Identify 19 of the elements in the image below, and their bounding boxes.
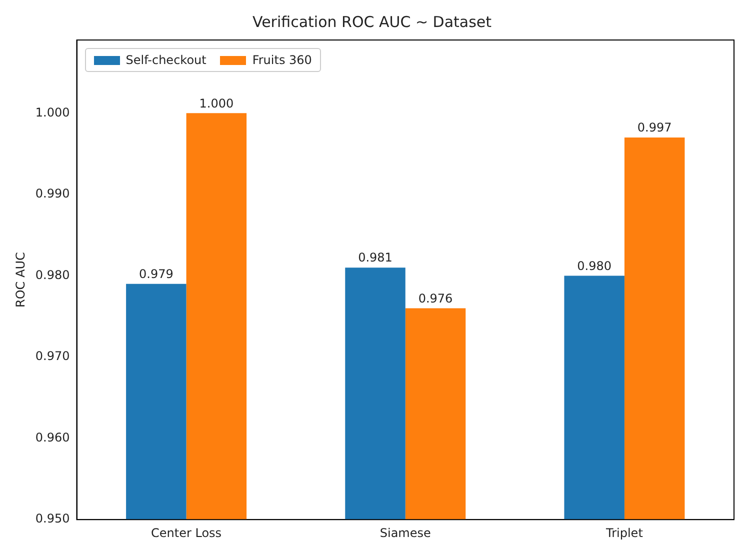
legend-label: Fruits 360 [252, 53, 312, 67]
chart-title: Verification ROC AUC ~ Dataset [252, 12, 492, 31]
legend-label: Self-checkout [126, 53, 206, 67]
data-label: 0.976 [418, 291, 453, 306]
data-label: 1.000 [199, 96, 234, 110]
y-tick-label: 0.950 [35, 512, 70, 526]
y-tick-label: 0.980 [35, 268, 70, 282]
x-tick-label: Siamese [380, 526, 431, 540]
x-tick-label: Triplet [605, 526, 644, 540]
y-tick-label: 0.960 [35, 430, 70, 444]
y-tick-label: 1.000 [35, 105, 70, 120]
data-label: 0.979 [138, 266, 174, 281]
data-label: 0.980 [577, 258, 612, 273]
data-label: 0.997 [637, 120, 672, 135]
x-tick-label: Center Loss [151, 526, 222, 540]
y-tick-label: 0.990 [35, 186, 70, 201]
y-tick-label: 0.970 [35, 349, 70, 364]
data-label: 0.981 [358, 250, 392, 265]
y-axis-title: ROC AUC [13, 252, 28, 308]
